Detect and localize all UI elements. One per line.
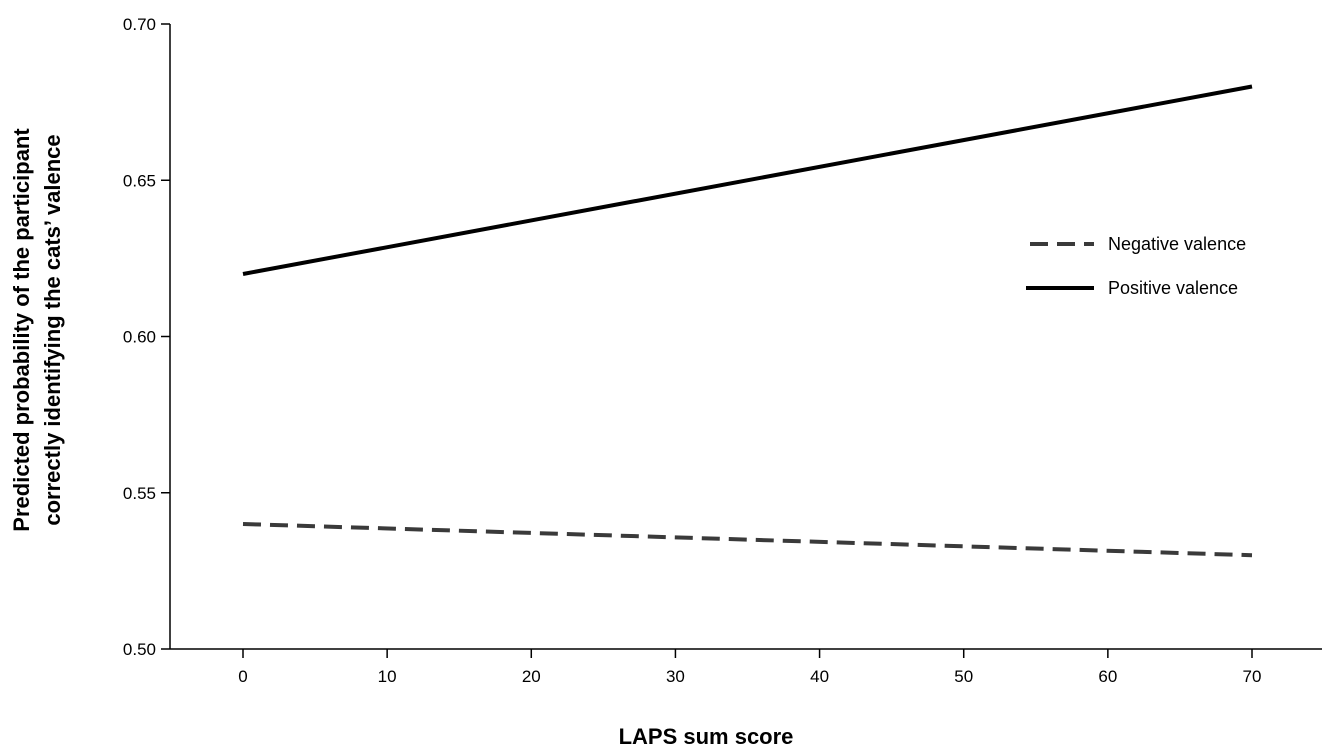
x-tick-label: 40 xyxy=(810,667,829,686)
y-ticks: 0.70 0.65 0.60 0.55 0.50 xyxy=(123,15,170,659)
y-tick-label: 0.65 xyxy=(123,171,156,190)
series-layer xyxy=(242,84,1253,558)
x-tick-label: 0 xyxy=(238,667,247,686)
x-ticks: 0 10 20 30 40 50 60 70 xyxy=(238,649,1261,686)
legend-label-negative-valence: Negative valence xyxy=(1108,234,1246,254)
y-tick-label: 0.50 xyxy=(123,640,156,659)
y-axis-title-line-2: correctly identifying the cats’ valence xyxy=(40,134,65,525)
x-tick-label: 10 xyxy=(378,667,397,686)
x-tick-label: 50 xyxy=(954,667,973,686)
y-tick-label: 0.55 xyxy=(123,484,156,503)
y-tick-label: 0.70 xyxy=(123,15,156,34)
legend: Negative valence Positive valence xyxy=(1026,234,1246,298)
series-line-positive-valence xyxy=(242,84,1253,276)
x-tick-label: 60 xyxy=(1098,667,1117,686)
x-axis: 0 10 20 30 40 50 60 70 xyxy=(170,648,1322,686)
series-line-negative-valence xyxy=(242,522,1253,558)
x-axis-title: LAPS sum score xyxy=(619,724,794,749)
legend-label-positive-valence: Positive valence xyxy=(1108,278,1238,298)
y-axis: 0.70 0.65 0.60 0.55 0.50 xyxy=(123,15,171,659)
x-tick-label: 70 xyxy=(1243,667,1262,686)
x-tick-label: 20 xyxy=(522,667,541,686)
y-tick-label: 0.60 xyxy=(123,328,156,347)
y-axis-title-line-1: Predicted probability of the participant xyxy=(9,128,34,532)
x-tick-label: 30 xyxy=(666,667,685,686)
